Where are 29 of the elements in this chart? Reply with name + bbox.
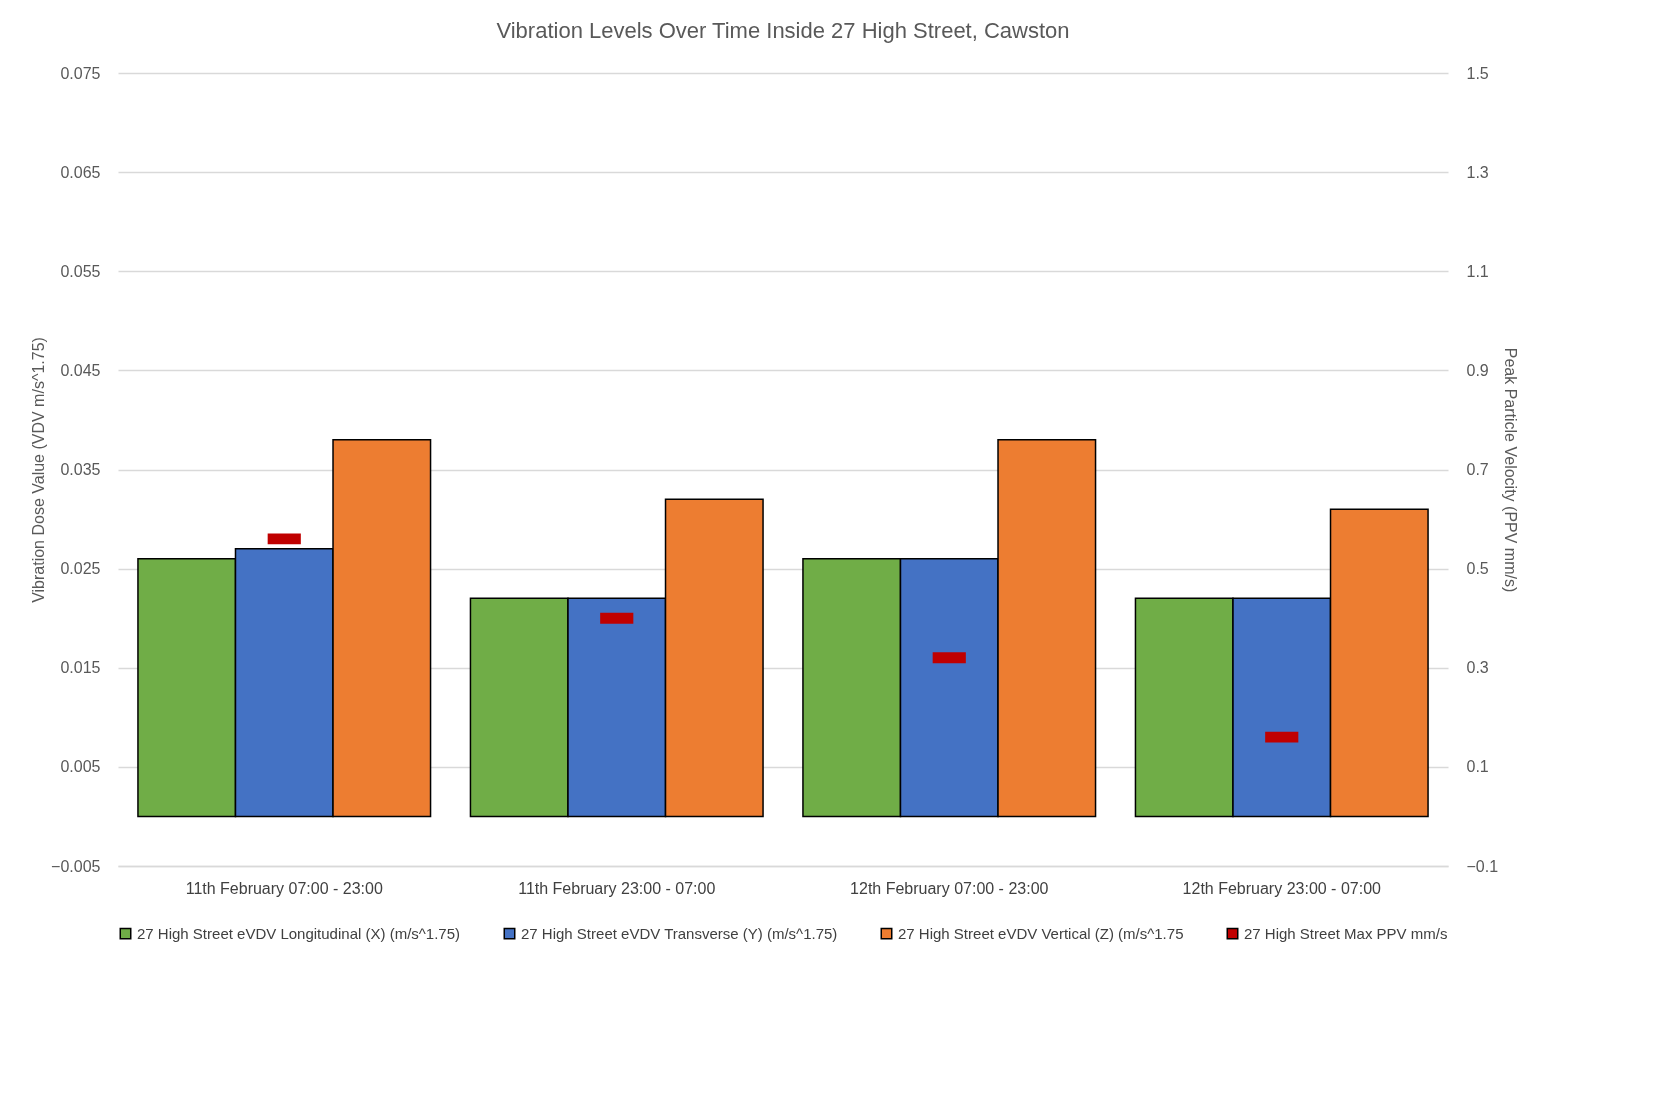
- y-tick-label: 0.075: [60, 64, 101, 82]
- y-tick-label: −0.005: [51, 857, 101, 875]
- y-tick-label: 0.055: [60, 262, 101, 280]
- legend-label: 27 High Street eVDV Transverse (Y) (m/s^1.75): [521, 924, 838, 942]
- y2-tick-label: 0.7: [1466, 461, 1489, 478]
- y2-tick-label: 0.9: [1466, 361, 1489, 379]
- x-tick-label: 11th February 07:00 - 23:00: [185, 879, 383, 897]
- y-tick-label: 0.045: [60, 361, 101, 379]
- y2-tick-label: 0.1: [1466, 758, 1489, 776]
- legend-label: 27 High Street Max PPV mm/s: [1244, 924, 1448, 942]
- y-tick-label: 0.015: [60, 659, 101, 677]
- legend-label: 27 High Street eVDV Vertical (Z) (m/s^1.75: [898, 924, 1184, 942]
- y-axis-title: Vibration Dose Value (VDV m/s^1.75): [30, 337, 48, 603]
- y2-tick-label: 1.1: [1466, 262, 1489, 280]
- y-tick-label: 0.005: [60, 758, 101, 776]
- x-tick-label: 11th February 23:00 - 07:00: [518, 879, 716, 897]
- y-tick-label: 0.035: [60, 461, 101, 478]
- y-tick-label: 0.025: [60, 560, 101, 578]
- y-tick-label: 0.065: [60, 163, 101, 181]
- legend-label: 27 High Street eVDV Longitudinal (X) (m/s^1.75): [137, 924, 461, 942]
- chart-title: Vibration Levels Over Time Inside 27 High Street, Cawston: [496, 18, 1070, 43]
- y2-tick-label: 1.5: [1466, 64, 1489, 82]
- x-tick-label: 12th February 07:00 - 23:00: [850, 879, 1049, 897]
- y2-tick-label: 1.3: [1466, 163, 1489, 181]
- y2-tick-label: 0.5: [1466, 560, 1489, 578]
- y2-tick-label: −0.1: [1466, 857, 1499, 875]
- x-tick-label: 12th February 23:00 - 07:00: [1182, 879, 1382, 897]
- y2-axis-title: Peak Particle Velocity (PPV mm/s): [1502, 347, 1520, 593]
- y2-tick-label: 0.3: [1466, 659, 1489, 677]
